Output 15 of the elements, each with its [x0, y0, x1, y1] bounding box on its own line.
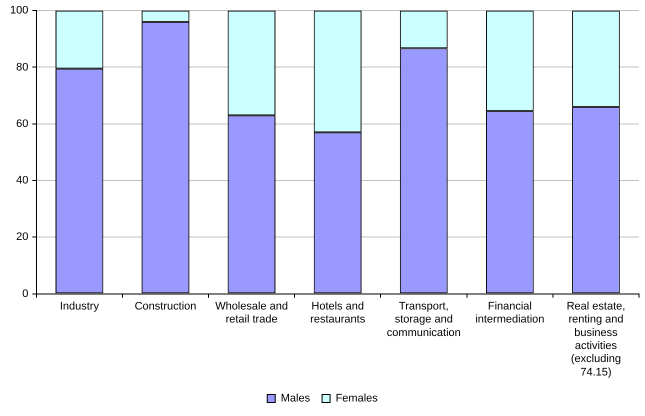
x-tick-label: Wholesale and retail trade [215, 300, 288, 326]
x-tick-label: Transport, storage and communication [386, 300, 461, 339]
y-tick-label: 20 [16, 231, 28, 244]
x-tick-label: Hotels and restaurants [310, 300, 366, 326]
y-tick-label: 60 [16, 118, 28, 130]
y-tick-label: 100 [10, 4, 28, 17]
x-tick-label: Industry [60, 300, 100, 312]
legend-label: Females [336, 392, 378, 405]
x-tick-label: Financial intermediation [475, 300, 544, 326]
y-tick-label: 40 [16, 174, 28, 187]
y-tick-label: 80 [16, 61, 28, 74]
x-tick-label: Construction [134, 300, 196, 312]
x-tick-label: Real estate, renting and business activities (excluding 74.15) [566, 300, 626, 378]
y-tick-label: 0 [22, 288, 28, 300]
legend-label: Males [280, 392, 311, 405]
